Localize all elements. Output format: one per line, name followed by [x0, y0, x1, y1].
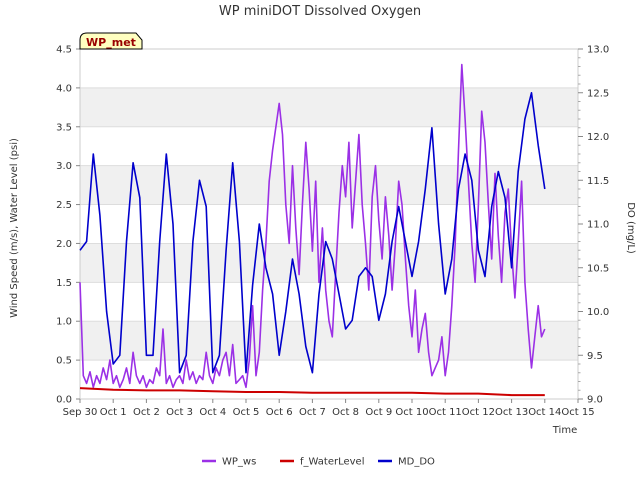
- right-y-tick-label: 10.0: [587, 307, 609, 318]
- x-tick-label: Oct 12: [462, 407, 495, 418]
- legend-label: f_WaterLevel: [300, 457, 364, 468]
- left-y-tick-label: 3.5: [56, 122, 72, 133]
- x-axis-label: Time: [552, 425, 577, 436]
- right-y-tick-label: 12.5: [587, 88, 609, 99]
- x-tick-label: Sep 30: [63, 407, 98, 418]
- left-y-axis-ticks: 0.0 0.5 1.0 1.5 2.0 2.5 3.0 3.5 4.0 4.5: [56, 45, 80, 406]
- right-y-tick-label: 9.0: [587, 395, 603, 406]
- legend-label: WP_ws: [222, 457, 256, 468]
- right-y-tick-label: 13.0: [587, 45, 609, 56]
- chart-title: WP miniDOT Dissolved Oxygen: [219, 4, 421, 19]
- background-band: [80, 87, 578, 127]
- right-y-tick-label: 12.0: [587, 132, 609, 143]
- x-axis-ticks: Sep 30 Oct 1 Oct 2 Oct 3 Oct 4 Oct 5 Oct 6 Oct …: [63, 399, 595, 418]
- x-tick-label: Oct 6: [266, 407, 293, 418]
- left-y-tick-label: 4.5: [56, 45, 72, 56]
- badge-label: WP_met: [86, 36, 136, 49]
- left-y-tick-label: 4.0: [56, 83, 72, 94]
- x-tick-label: Oct 7: [299, 407, 326, 418]
- legend: WP_ws f_WaterLevel MD_DO: [202, 457, 435, 468]
- x-tick-label: Oct 4: [199, 407, 226, 418]
- left-y-tick-label: 2.0: [56, 239, 72, 250]
- x-tick-label: Oct 5: [233, 407, 260, 418]
- right-y-tick-label: 11.5: [587, 176, 609, 187]
- x-tick-label: Oct 13: [495, 407, 528, 418]
- series-line-f-waterlevel: [79, 387, 545, 397]
- right-y-tick-label: 11.0: [587, 220, 609, 231]
- x-tick-label: Oct 3: [166, 407, 193, 418]
- left-y-tick-label: 3.0: [56, 161, 72, 172]
- x-tick-label: Oct 14: [528, 407, 561, 418]
- left-y-tick-label: 2.5: [56, 200, 72, 211]
- right-y-axis-ticks: 9.0 9.5 10.0 10.5 11.0 11.5 12.0 12.5 13.0: [578, 45, 609, 406]
- x-tick-label: Oct 15: [561, 407, 594, 418]
- right-y-tick-label: 9.5: [587, 351, 603, 362]
- right-y-tick-label: 10.5: [587, 263, 609, 274]
- background-band: [80, 165, 578, 205]
- left-y-tick-label: 0.0: [56, 395, 72, 406]
- legend-label: MD_DO: [398, 457, 435, 468]
- x-tick-label: Oct 11: [429, 407, 462, 418]
- series-layer: [79, 63, 546, 397]
- left-y-tick-label: 0.5: [56, 356, 72, 367]
- right-y-axis-label: DO (mg/L): [625, 202, 636, 254]
- x-tick-label: Oct 9: [365, 407, 392, 418]
- left-y-tick-label: 1.5: [56, 278, 72, 289]
- x-tick-label: Oct 10: [395, 407, 428, 418]
- wp-met-badge: WP_met: [79, 32, 143, 50]
- x-tick-label: Oct 8: [332, 407, 359, 418]
- x-tick-label: Oct 1: [100, 407, 127, 418]
- series-line-md-do: [79, 92, 546, 374]
- x-tick-label: Oct 2: [133, 407, 160, 418]
- left-y-axis-label: Wind Speed (m/s), Water Level (psi): [9, 138, 20, 318]
- left-y-tick-label: 1.0: [56, 317, 72, 328]
